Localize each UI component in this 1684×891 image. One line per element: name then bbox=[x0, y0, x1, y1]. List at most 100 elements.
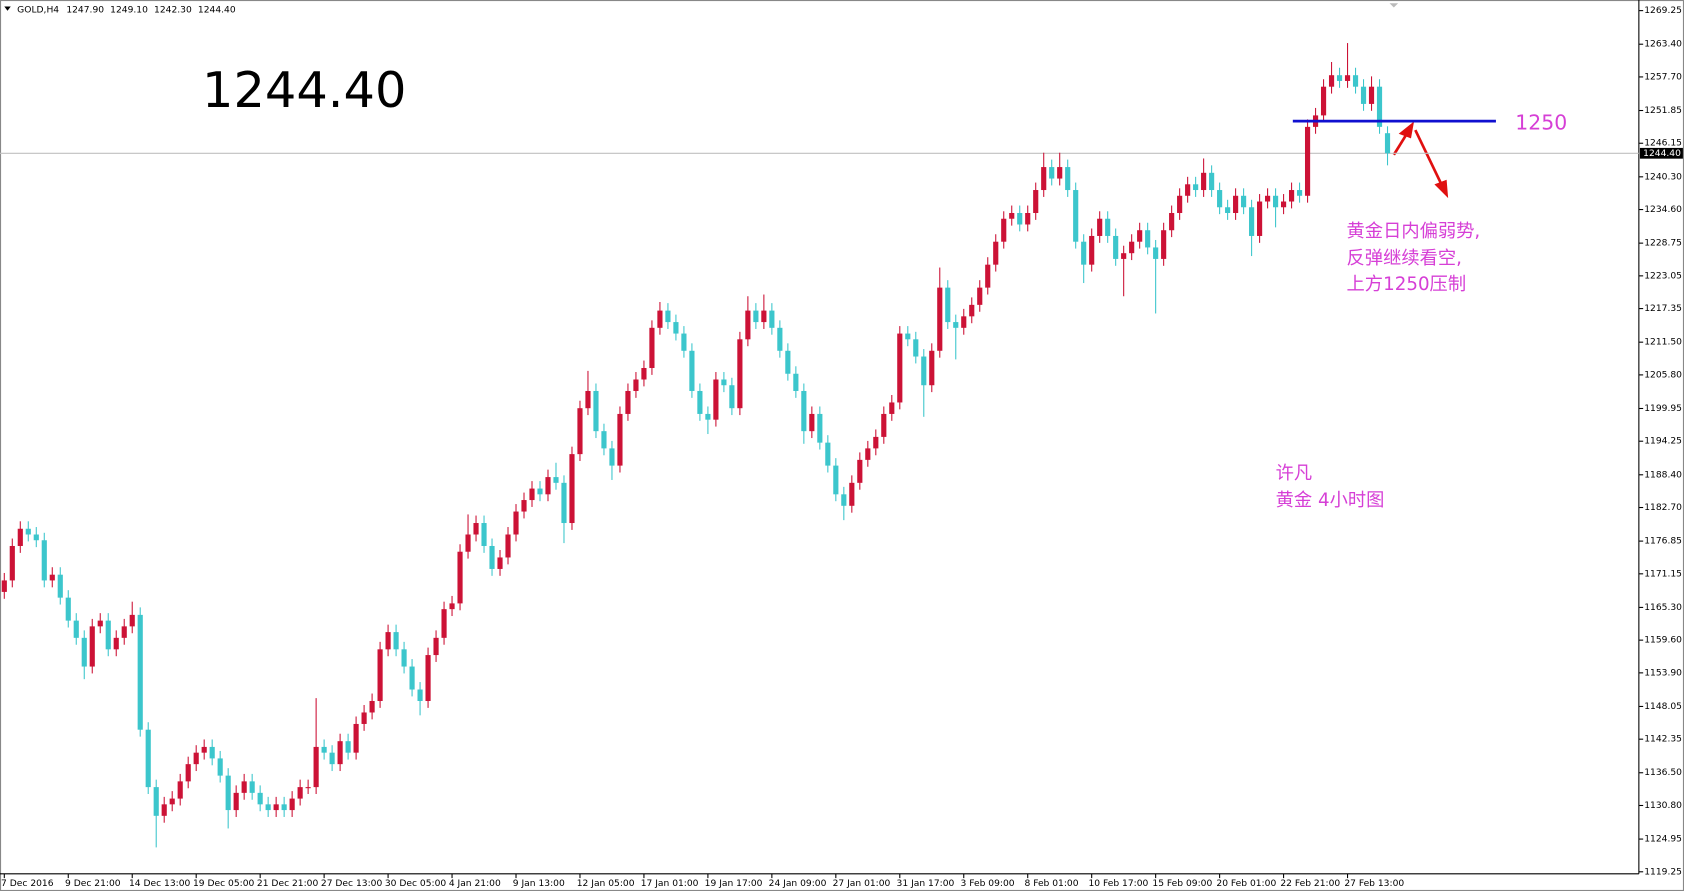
candle-body bbox=[145, 729, 151, 788]
candle-body bbox=[281, 804, 287, 811]
header-close: 1244.40 bbox=[198, 5, 236, 15]
y-tick-label: 1199.95 bbox=[1644, 404, 1682, 414]
candle-body bbox=[1089, 235, 1095, 265]
candle-body bbox=[521, 500, 527, 512]
candle-body bbox=[1025, 212, 1031, 225]
candle-body bbox=[1057, 167, 1063, 179]
candle-body bbox=[1137, 230, 1143, 242]
candle-body bbox=[1304, 126, 1311, 196]
x-tick-label: 12 Jan 05:00 bbox=[577, 879, 635, 889]
x-tick-label: 9 Jan 13:00 bbox=[513, 879, 565, 889]
candle-body bbox=[1081, 241, 1087, 265]
candle-body bbox=[473, 523, 479, 535]
candle-body bbox=[161, 804, 167, 816]
candle-body bbox=[657, 310, 663, 328]
candle-body bbox=[249, 781, 255, 793]
candle-body bbox=[641, 368, 647, 380]
candle-body bbox=[625, 390, 631, 414]
candle-body bbox=[841, 494, 847, 506]
chart-caption: 黄金 4小时图 bbox=[1276, 490, 1385, 511]
y-tick-label: 1188.40 bbox=[1644, 470, 1682, 480]
candle-body bbox=[1344, 75, 1351, 81]
candle-body bbox=[1360, 86, 1367, 104]
x-tick-label: 24 Jan 09:00 bbox=[769, 879, 827, 889]
candle-body bbox=[1225, 207, 1231, 213]
arrows bbox=[1392, 121, 1449, 199]
candle-body bbox=[33, 534, 39, 541]
candle-body bbox=[1233, 195, 1239, 213]
candle-body bbox=[433, 637, 439, 656]
y-tick-label: 1246.15 bbox=[1644, 139, 1682, 149]
candle-body bbox=[745, 310, 751, 340]
candle-body bbox=[1177, 195, 1183, 213]
x-tick-label: 14 Dec 13:00 bbox=[129, 879, 191, 889]
candle-body bbox=[585, 390, 591, 409]
candle-body bbox=[73, 620, 79, 638]
candle-body bbox=[633, 379, 639, 391]
candle-body bbox=[153, 787, 159, 816]
y-tick-label: 1119.25 bbox=[1644, 867, 1682, 877]
x-tick-label: 3 Feb 09:00 bbox=[961, 879, 1015, 889]
candle-body bbox=[593, 390, 599, 432]
candle-body bbox=[417, 689, 423, 701]
candle-body bbox=[609, 448, 615, 466]
candle-body bbox=[649, 327, 655, 369]
candle-body bbox=[865, 448, 871, 460]
candle-body bbox=[913, 339, 919, 357]
candle-body bbox=[993, 241, 999, 265]
candle-body bbox=[969, 304, 975, 317]
candle-body bbox=[353, 723, 359, 753]
candle-body bbox=[1352, 75, 1359, 87]
candle-body bbox=[329, 752, 335, 765]
candle-body bbox=[513, 511, 519, 535]
candle-body bbox=[441, 609, 447, 638]
candle-body bbox=[345, 741, 351, 753]
candle-body bbox=[489, 545, 495, 569]
y-tick-label: 1217.35 bbox=[1644, 304, 1682, 314]
candle-body bbox=[849, 482, 855, 506]
candle-body bbox=[1105, 218, 1111, 236]
level-label: 1250 bbox=[1515, 110, 1567, 134]
candle-body bbox=[113, 637, 119, 650]
y-tick-label: 1269.25 bbox=[1644, 6, 1682, 16]
candle-body bbox=[537, 488, 543, 495]
candle-body bbox=[1113, 235, 1119, 259]
candle-body bbox=[697, 390, 703, 414]
candle-body bbox=[1217, 190, 1223, 208]
candle-body bbox=[425, 655, 431, 701]
candle-body bbox=[857, 459, 863, 483]
candle-body bbox=[1193, 184, 1199, 191]
candle-body bbox=[1073, 190, 1079, 242]
x-tick-label: 31 Jan 17:00 bbox=[897, 879, 955, 889]
candle-body bbox=[529, 488, 535, 501]
candle-body bbox=[545, 477, 551, 495]
arrow-head bbox=[1398, 121, 1415, 139]
candle-body bbox=[177, 781, 183, 799]
y-tick-label: 1176.85 bbox=[1644, 537, 1682, 547]
y-tick-label: 1251.85 bbox=[1644, 106, 1682, 116]
y-tick-label: 1211.50 bbox=[1644, 338, 1682, 348]
candle-body bbox=[1017, 212, 1023, 225]
shift-marker bbox=[1389, 3, 1399, 8]
candle-body bbox=[897, 333, 903, 403]
candle-body bbox=[1161, 230, 1167, 259]
candle-body bbox=[921, 356, 927, 386]
candle-body bbox=[1097, 218, 1103, 236]
candle-body bbox=[393, 632, 399, 650]
candle-body bbox=[937, 287, 943, 351]
x-tick-label: 8 Feb 01:00 bbox=[1024, 879, 1078, 889]
candle-body bbox=[1241, 195, 1247, 208]
x-tick-label: 20 Feb 01:00 bbox=[1216, 879, 1276, 889]
candle-body bbox=[793, 373, 799, 391]
candle-body bbox=[257, 792, 263, 805]
candle-body bbox=[713, 379, 719, 420]
y-tick-label: 1165.30 bbox=[1644, 603, 1682, 613]
candle-body bbox=[1320, 86, 1327, 116]
y-tick-label: 1228.75 bbox=[1644, 239, 1682, 249]
x-tick-label: 27 Dec 13:00 bbox=[321, 879, 383, 889]
big-price: 1244.40 bbox=[202, 61, 406, 119]
candle-body bbox=[1201, 172, 1207, 191]
candle-body bbox=[185, 764, 191, 782]
candle-body bbox=[17, 528, 23, 546]
